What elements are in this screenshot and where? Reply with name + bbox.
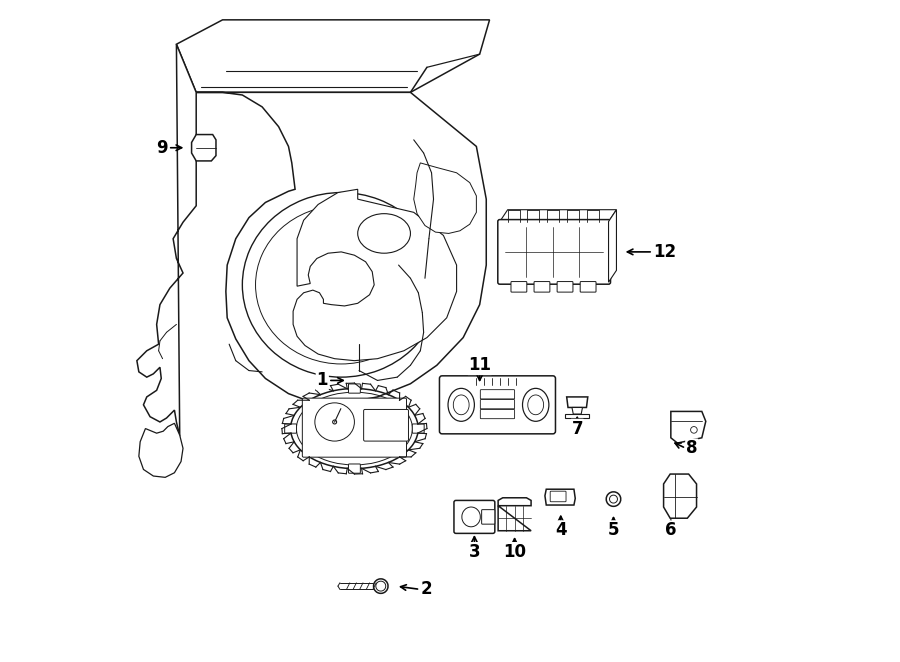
FancyBboxPatch shape bbox=[550, 491, 566, 502]
Polygon shape bbox=[293, 189, 456, 361]
FancyBboxPatch shape bbox=[534, 281, 550, 292]
Text: 3: 3 bbox=[469, 543, 481, 561]
Text: 10: 10 bbox=[503, 543, 526, 561]
Polygon shape bbox=[498, 498, 531, 531]
FancyBboxPatch shape bbox=[348, 384, 360, 393]
FancyBboxPatch shape bbox=[482, 510, 495, 524]
FancyBboxPatch shape bbox=[481, 390, 515, 399]
FancyBboxPatch shape bbox=[302, 398, 407, 457]
FancyBboxPatch shape bbox=[481, 410, 515, 418]
Polygon shape bbox=[137, 44, 196, 436]
FancyBboxPatch shape bbox=[364, 410, 409, 441]
Text: 9: 9 bbox=[157, 139, 168, 157]
Polygon shape bbox=[670, 411, 706, 443]
Text: 7: 7 bbox=[572, 420, 583, 438]
Polygon shape bbox=[565, 414, 590, 418]
FancyBboxPatch shape bbox=[284, 424, 296, 433]
Text: 1: 1 bbox=[317, 371, 328, 389]
FancyBboxPatch shape bbox=[412, 424, 424, 433]
Polygon shape bbox=[663, 474, 697, 518]
Text: 2: 2 bbox=[420, 581, 432, 598]
Text: 8: 8 bbox=[686, 440, 698, 457]
Polygon shape bbox=[196, 93, 486, 404]
Polygon shape bbox=[567, 397, 588, 408]
FancyBboxPatch shape bbox=[511, 281, 526, 292]
FancyBboxPatch shape bbox=[498, 220, 610, 284]
Polygon shape bbox=[192, 134, 216, 161]
FancyBboxPatch shape bbox=[580, 281, 596, 292]
FancyBboxPatch shape bbox=[481, 400, 515, 409]
Polygon shape bbox=[544, 489, 575, 505]
FancyBboxPatch shape bbox=[557, 281, 573, 292]
Polygon shape bbox=[139, 423, 183, 477]
Text: 4: 4 bbox=[555, 521, 567, 539]
Text: 6: 6 bbox=[665, 521, 677, 539]
FancyBboxPatch shape bbox=[454, 500, 495, 534]
Polygon shape bbox=[176, 20, 490, 93]
Polygon shape bbox=[500, 210, 616, 222]
Text: 12: 12 bbox=[653, 243, 676, 261]
Polygon shape bbox=[608, 210, 617, 282]
Text: 5: 5 bbox=[608, 521, 619, 539]
Polygon shape bbox=[414, 163, 476, 234]
FancyBboxPatch shape bbox=[439, 376, 555, 434]
Polygon shape bbox=[572, 408, 582, 414]
FancyBboxPatch shape bbox=[348, 464, 360, 473]
Text: 11: 11 bbox=[468, 356, 491, 374]
